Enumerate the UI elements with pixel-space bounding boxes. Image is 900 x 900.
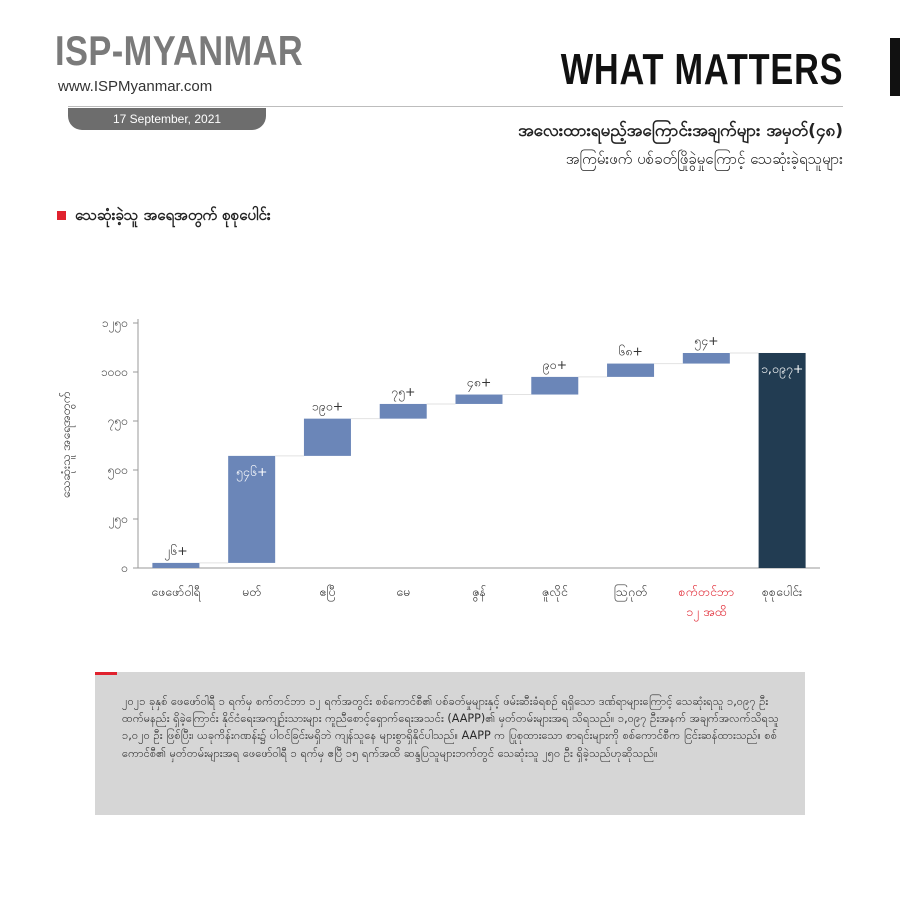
corner-marker: [890, 38, 900, 96]
data-label: ၅၄၆+: [236, 464, 268, 482]
note-panel: [95, 672, 805, 815]
x-tick-label: ဇွန်: [472, 584, 487, 602]
data-label: ၂၆+: [164, 543, 188, 561]
data-label: ၇၅+: [391, 384, 416, 402]
x-tick-label: မတ်: [242, 584, 262, 599]
y-axis-label: သေဆုံးသူ အရေအတွက်: [58, 392, 76, 499]
x-axis-labels: ဖေဖော်ဝါရီ မတ် ဧပြီ မေ ဇွန် ဇူလိုင် သြဂုတ် စက်တ…: [151, 583, 802, 622]
bar: [758, 352, 806, 568]
bar: [379, 403, 427, 419]
x-tick-label: မေ: [396, 584, 410, 599]
x-tick-label: ဇူလိုင်: [542, 584, 569, 602]
bar: [607, 363, 655, 377]
red-square-icon: [57, 211, 66, 220]
data-label: ၅၄+: [694, 333, 719, 351]
publish-date: 17 September, 2021: [68, 108, 266, 130]
bar: [531, 376, 579, 395]
brand-logo: ISP-MYANMAR: [55, 27, 304, 74]
data-label: ၄၈+: [467, 375, 492, 393]
data-label: ၁,၀၉၇+: [761, 361, 804, 379]
note-text: ၂၀၂၁ ခုနှစ် ဖေဖော်ဝါရီ ၁ ရက်မှ စက်တင်ဘာ …: [122, 695, 779, 760]
page-subtitle: အကြမ်းဖက် ပစ်ခတ်ဖြိုခွဲမှုကြောင့် သေဆုံး…: [565, 150, 843, 168]
header-divider: [68, 106, 843, 107]
x-tick-label: စက်တင်ဘာ: [679, 584, 735, 599]
y-axis: ၀ ၂၅၀ ၅၀၀ ၇၅၀ ၁၀၀၀ ၁၂၅၀: [101, 316, 820, 575]
bar: [303, 418, 351, 456]
bars: ၂၆+ ၅၄၆+ ၁၉၀+ ၇၅+ ၄၈+ ၉၀+ ၆၈+ ၅၄+ ၁,၀၉၇+: [152, 333, 806, 568]
x-tick-label: စုစုပေါင်း: [762, 584, 802, 602]
website-url: www.ISPMyanmar.com: [58, 78, 213, 95]
x-tick-label: ဧပြီ: [319, 584, 335, 602]
bar: [228, 455, 276, 563]
y-tick-label: ၀: [121, 561, 128, 575]
note-accent-bar: [95, 672, 117, 675]
series-tag: WHAT MATTERS: [560, 45, 843, 94]
y-tick-label: ၇၅၀: [108, 414, 128, 431]
waterfall-chart: ၀ ၂၅၀ ၅၀၀ ၇၅၀ ၁၀၀၀ ၁၂၅၀ ၂၆+ ၅၄၆+ ၁၉၀+ ၇၅+ ၄၈+ ၉၀+ ၆…: [58, 316, 820, 622]
data-label: ၉၀+: [543, 357, 568, 375]
x-tick-label: ၁၂ အထိ: [686, 604, 727, 622]
bar: [152, 562, 200, 568]
y-tick-label: ၂၅၀: [109, 512, 128, 529]
page-title: အလေးထားရမည့်အကြောင်းအချက်များ အမှတ်(၄၈): [518, 121, 843, 141]
y-tick-label: ၁၀၀၀: [101, 365, 128, 379]
section-heading-label: သေဆုံးခဲ့သူ အရေအတွက် စုစုပေါင်း: [75, 206, 271, 224]
y-tick-label: ၅၀၀: [108, 463, 128, 480]
data-label: ၆၈+: [618, 344, 643, 359]
bar: [682, 352, 730, 364]
section-heading: သေဆုံးခဲ့သူ အရေအတွက် စုစုပေါင်း: [57, 206, 271, 228]
data-label: ၁၉၀+: [312, 399, 344, 417]
x-tick-label: ဖေဖော်ဝါရီ: [151, 584, 201, 602]
x-tick-label: သြဂုတ်: [614, 583, 648, 602]
bar: [455, 394, 503, 404]
y-tick-label: ၁၂၅၀: [102, 316, 128, 333]
